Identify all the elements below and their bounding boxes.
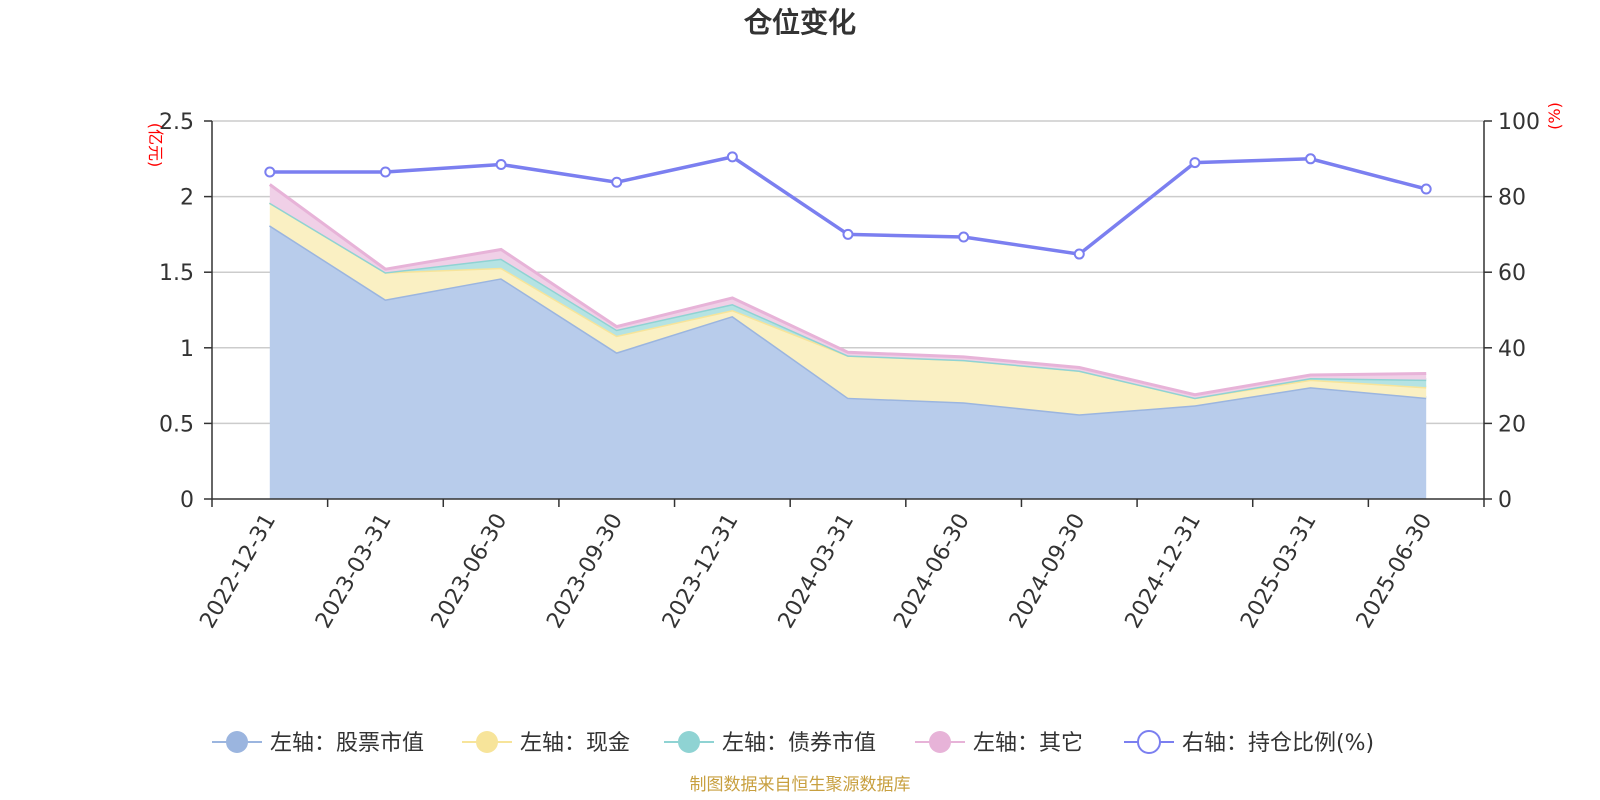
left-axis-tick-label: 1.5	[159, 261, 194, 286]
right-axis-tick-label: 0	[1498, 488, 1512, 513]
left-axis-tick-label: 2.5	[159, 110, 194, 135]
ratio-point	[958, 231, 970, 243]
right-axis-tick-label: 100	[1498, 110, 1540, 135]
ratio-point	[726, 151, 738, 163]
ratio-point	[1420, 183, 1432, 195]
legend-item-label: 左轴：其它	[973, 731, 1083, 756]
right-axis-tick-label: 80	[1498, 186, 1526, 211]
x-axis-tick-label: 2024-12-31	[1121, 510, 1207, 633]
x-axis-tick-label: 2023-12-31	[658, 510, 744, 633]
x-axis-tick-label: 2024-09-30	[1005, 510, 1091, 633]
legend-item-label: 左轴：现金	[520, 731, 630, 756]
left-axis-tick-label: 0	[180, 488, 194, 513]
legend-item-label: 左轴：股票市值	[270, 731, 424, 756]
source-note: 制图数据来自恒生聚源数据库	[690, 775, 911, 795]
x-axis-tick-label: 2025-03-31	[1236, 510, 1322, 633]
right-axis-tick-label: 40	[1498, 337, 1526, 362]
area-series-0	[269, 225, 1427, 500]
left-axis-tick-label: 2	[180, 186, 194, 211]
right-axis-tick-label: 60	[1498, 261, 1526, 286]
x-axis-tick-label: 2025-06-30	[1352, 510, 1438, 633]
x-axis-tick-label: 2022-12-31	[195, 510, 281, 633]
legend-swatch-dot	[226, 731, 248, 753]
legend-swatch-dot	[678, 731, 700, 753]
legend: 左轴：股票市值 左轴：现金 左轴：债券市值 左轴：其它 右轴：持仓比例(%)	[212, 730, 1374, 756]
ratio-point	[1189, 157, 1201, 169]
x-axis-tick-label: 2024-06-30	[889, 510, 975, 633]
legend-swatch-dot	[929, 731, 951, 753]
left-axis-tick-label: 1	[180, 337, 194, 362]
ratio-point	[379, 166, 391, 178]
right-axis-unit: (%)	[1545, 102, 1564, 130]
ratio-point	[495, 158, 507, 170]
ratio-point	[842, 228, 854, 240]
area-series-1	[269, 202, 1427, 415]
ratio-point	[1305, 153, 1317, 165]
left-axis-tick-label: 0.5	[159, 412, 194, 437]
ratio-point	[264, 166, 276, 178]
x-axis-tick-label: 2023-03-31	[311, 510, 397, 633]
area-edge-series-3	[268, 183, 1427, 397]
x-axis-tick-label: 2023-09-30	[542, 510, 628, 633]
ratio-point	[611, 176, 623, 188]
legend-item-label: 右轴：持仓比例(%)	[1182, 731, 1374, 756]
x-axis-tick-label: 2024-03-31	[774, 510, 860, 633]
legend-swatch-dot	[1137, 730, 1161, 754]
right-axis-tick-label: 20	[1498, 412, 1526, 437]
ratio-point	[1073, 248, 1085, 260]
legend-item-label: 左轴：债券市值	[722, 731, 876, 756]
legend-swatch-dot	[476, 731, 498, 753]
ratio-line	[264, 151, 1432, 260]
chart-title: 仓位变化	[744, 6, 856, 39]
x-axis-tick-label: 2023-06-30	[427, 510, 513, 633]
left-axis-unit: (亿元)	[146, 123, 165, 168]
stacked-areas	[268, 183, 1427, 500]
